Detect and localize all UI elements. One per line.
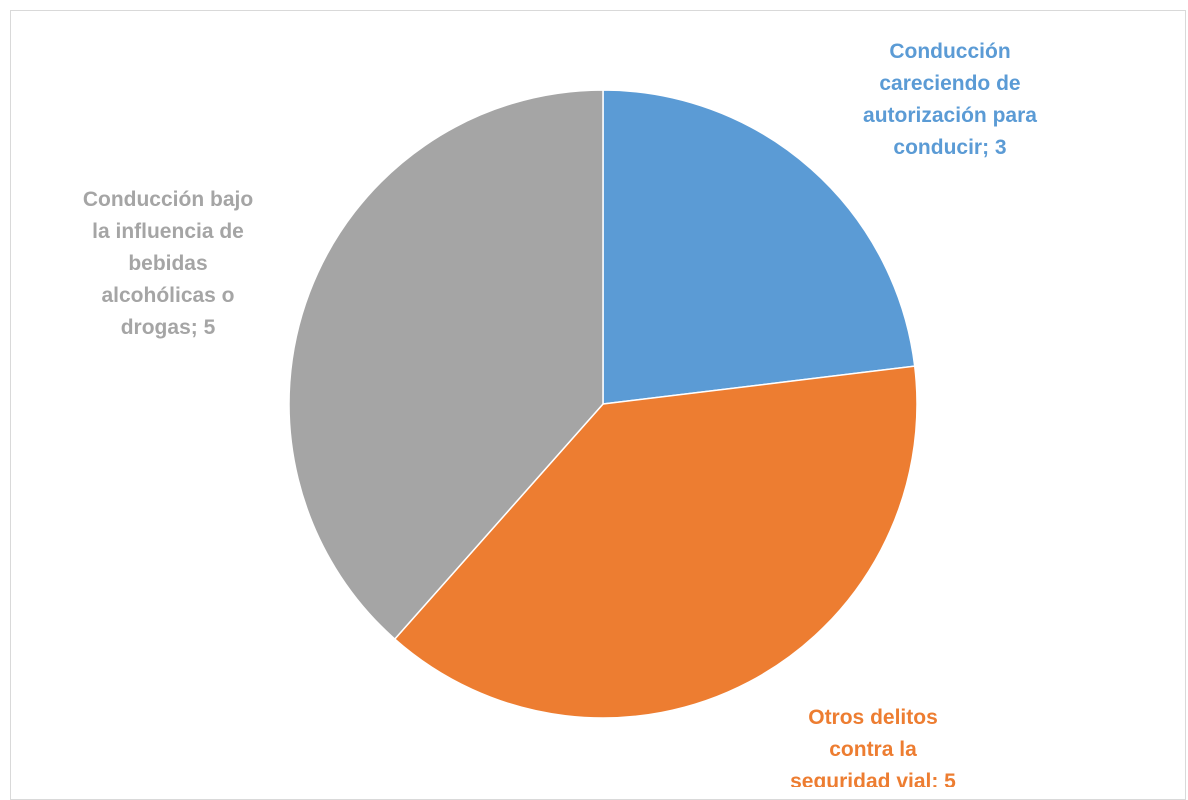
data-label-2: Otros delitos contra la seguridad vial; 5 bbox=[790, 706, 956, 787]
data-label-1: Conducción careciendo de autorización para… bbox=[863, 40, 1037, 159]
data-label-3-line-3: bebidas bbox=[128, 252, 207, 275]
data-label-1-line-1: Conducción bbox=[889, 40, 1010, 63]
pie-data-labels: Conducción careciendo de autorización para… bbox=[83, 40, 1037, 787]
pie-slice-1 bbox=[602, 89, 916, 405]
data-label-1-line-4: conducir; 3 bbox=[893, 136, 1006, 159]
data-label-3-line-2: la influencia de bbox=[92, 220, 244, 243]
pie-slice-3 bbox=[288, 89, 604, 641]
data-label-2-line-1: Otros delitos bbox=[808, 706, 938, 729]
data-label-3-line-4: alcohólicas o bbox=[101, 284, 234, 307]
data-label-3-line-5: drogas; 5 bbox=[121, 316, 216, 339]
data-label-1-line-3: autorización para bbox=[863, 104, 1037, 127]
data-label-2-line-2: contra la bbox=[829, 738, 917, 761]
data-label-3-line-1: Conducción bajo bbox=[83, 188, 253, 211]
data-label-2-line-3: seguridad vial; 5 bbox=[790, 770, 956, 787]
pie-slice-2 bbox=[393, 365, 918, 719]
pie-slices bbox=[288, 89, 918, 719]
data-label-1-line-2: careciendo de bbox=[879, 72, 1020, 95]
data-label-3: Conducción bajo la influencia de bebidas al… bbox=[83, 188, 253, 339]
